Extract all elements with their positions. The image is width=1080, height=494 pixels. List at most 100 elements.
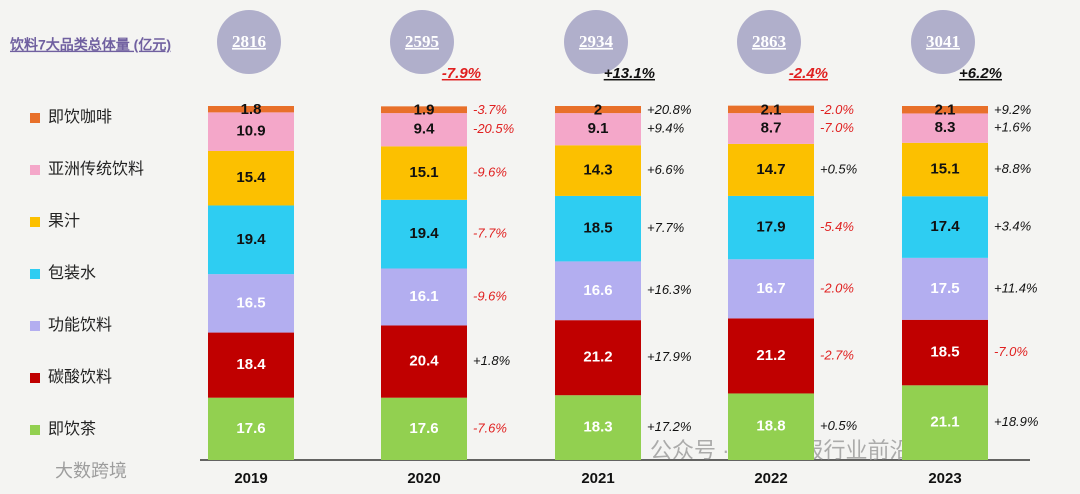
value-label: 17.6 bbox=[409, 420, 438, 437]
growth-label: +0.5% bbox=[820, 418, 857, 433]
value-label: 16.1 bbox=[409, 288, 438, 305]
bar-segment bbox=[728, 113, 814, 144]
growth-label: -9.6% bbox=[473, 288, 507, 303]
x-tick-label: 2022 bbox=[754, 470, 787, 487]
growth-label: -7.7% bbox=[473, 226, 507, 241]
value-label: 2.1 bbox=[935, 102, 956, 119]
legend-swatch bbox=[30, 217, 40, 227]
value-label: 21.2 bbox=[756, 347, 785, 364]
bar-segment bbox=[555, 320, 641, 396]
value-label: 21.2 bbox=[583, 349, 612, 366]
bar-segment bbox=[381, 268, 467, 326]
bar-segment bbox=[381, 199, 467, 269]
value-label: 9.1 bbox=[588, 120, 609, 137]
growth-label: +6.6% bbox=[647, 162, 684, 177]
growth-label: -7.0% bbox=[994, 344, 1028, 359]
bar-segment bbox=[208, 397, 294, 460]
bar-segment bbox=[208, 332, 294, 398]
total-growth-label: -2.4% bbox=[789, 65, 828, 82]
bar-segment bbox=[728, 259, 814, 319]
legend-label: 果汁 bbox=[48, 212, 80, 230]
growth-label: +0.5% bbox=[820, 161, 857, 176]
value-label: 19.4 bbox=[236, 231, 266, 248]
value-label: 18.8 bbox=[756, 418, 785, 435]
value-label: 15.4 bbox=[236, 169, 266, 186]
value-label: 21.1 bbox=[930, 414, 959, 431]
total-badge bbox=[564, 10, 628, 74]
legend-label: 包装水 bbox=[48, 264, 96, 282]
bar-segment bbox=[555, 113, 641, 146]
total-growth-label: -7.9% bbox=[442, 65, 481, 82]
value-label: 14.3 bbox=[583, 162, 612, 179]
bar-segment bbox=[208, 274, 294, 333]
legend-swatch bbox=[30, 425, 40, 435]
growth-label: -2.7% bbox=[820, 347, 854, 362]
growth-label: +18.9% bbox=[994, 414, 1038, 429]
legend-swatch bbox=[30, 113, 40, 123]
growth-label: -3.7% bbox=[473, 102, 507, 117]
bar-segment bbox=[902, 257, 988, 320]
growth-label: +3.4% bbox=[994, 219, 1031, 234]
growth-label: -2.0% bbox=[820, 102, 854, 117]
bar-segment bbox=[208, 106, 294, 113]
total-badge bbox=[911, 10, 975, 74]
bar-segment bbox=[902, 106, 988, 114]
bar-segment bbox=[555, 261, 641, 321]
value-label: 18.5 bbox=[583, 220, 612, 237]
value-label: 18.4 bbox=[236, 356, 266, 373]
value-label: 2.1 bbox=[761, 101, 782, 118]
value-label: 9.4 bbox=[414, 121, 436, 138]
legend-label: 即饮茶 bbox=[48, 420, 96, 438]
growth-label: -20.5% bbox=[473, 121, 514, 136]
value-label: 15.1 bbox=[930, 161, 959, 178]
growth-label: +9.4% bbox=[647, 121, 684, 136]
bar-segment bbox=[902, 142, 988, 197]
total-label: 2863 bbox=[752, 32, 786, 51]
total-badge bbox=[390, 10, 454, 74]
bar-segment bbox=[555, 395, 641, 460]
value-label: 8.3 bbox=[935, 119, 956, 136]
x-tick-label: 2019 bbox=[234, 470, 267, 487]
value-label: 17.5 bbox=[930, 280, 959, 297]
value-label: 15.1 bbox=[409, 164, 438, 181]
value-label: 20.4 bbox=[409, 353, 439, 370]
total-badge bbox=[217, 10, 281, 74]
value-label: 17.9 bbox=[756, 219, 785, 236]
bar-segment bbox=[902, 113, 988, 143]
legend-label: 即饮咖啡 bbox=[48, 108, 112, 126]
value-label: 1.9 bbox=[414, 102, 435, 119]
bar-segment bbox=[902, 319, 988, 386]
growth-label: +16.3% bbox=[647, 282, 691, 297]
total-badge bbox=[737, 10, 801, 74]
bar-segment bbox=[208, 205, 294, 275]
total-label: 2816 bbox=[232, 32, 266, 51]
watermark: 大数跨境 bbox=[55, 461, 127, 481]
growth-label: +9.2% bbox=[994, 102, 1031, 117]
legend-swatch bbox=[30, 165, 40, 175]
x-tick-label: 2020 bbox=[407, 470, 440, 487]
growth-label: +1.6% bbox=[994, 120, 1031, 135]
growth-label: +17.2% bbox=[647, 419, 691, 434]
value-label: 8.7 bbox=[761, 119, 782, 136]
total-label: 3041 bbox=[926, 32, 960, 51]
value-label: 17.4 bbox=[930, 218, 960, 235]
value-label: 16.6 bbox=[583, 282, 612, 299]
bar-segment bbox=[208, 112, 294, 151]
value-label: 14.7 bbox=[756, 161, 785, 178]
growth-label: +8.8% bbox=[994, 161, 1031, 176]
x-tick-label: 2021 bbox=[581, 470, 614, 487]
x-tick-label: 2023 bbox=[928, 470, 961, 487]
bar-segment bbox=[381, 113, 467, 147]
value-label: 18.5 bbox=[930, 344, 959, 361]
bar-segment bbox=[555, 106, 641, 114]
bar-segment bbox=[728, 195, 814, 260]
legend-label: 亚洲传统饮料 bbox=[48, 160, 144, 178]
value-label: 10.9 bbox=[236, 123, 265, 140]
total-growth-label: +13.1% bbox=[604, 65, 655, 82]
growth-label: +7.7% bbox=[647, 220, 684, 235]
growth-label: +1.8% bbox=[473, 353, 510, 368]
bar-segment bbox=[728, 318, 814, 394]
legend-swatch bbox=[30, 269, 40, 279]
